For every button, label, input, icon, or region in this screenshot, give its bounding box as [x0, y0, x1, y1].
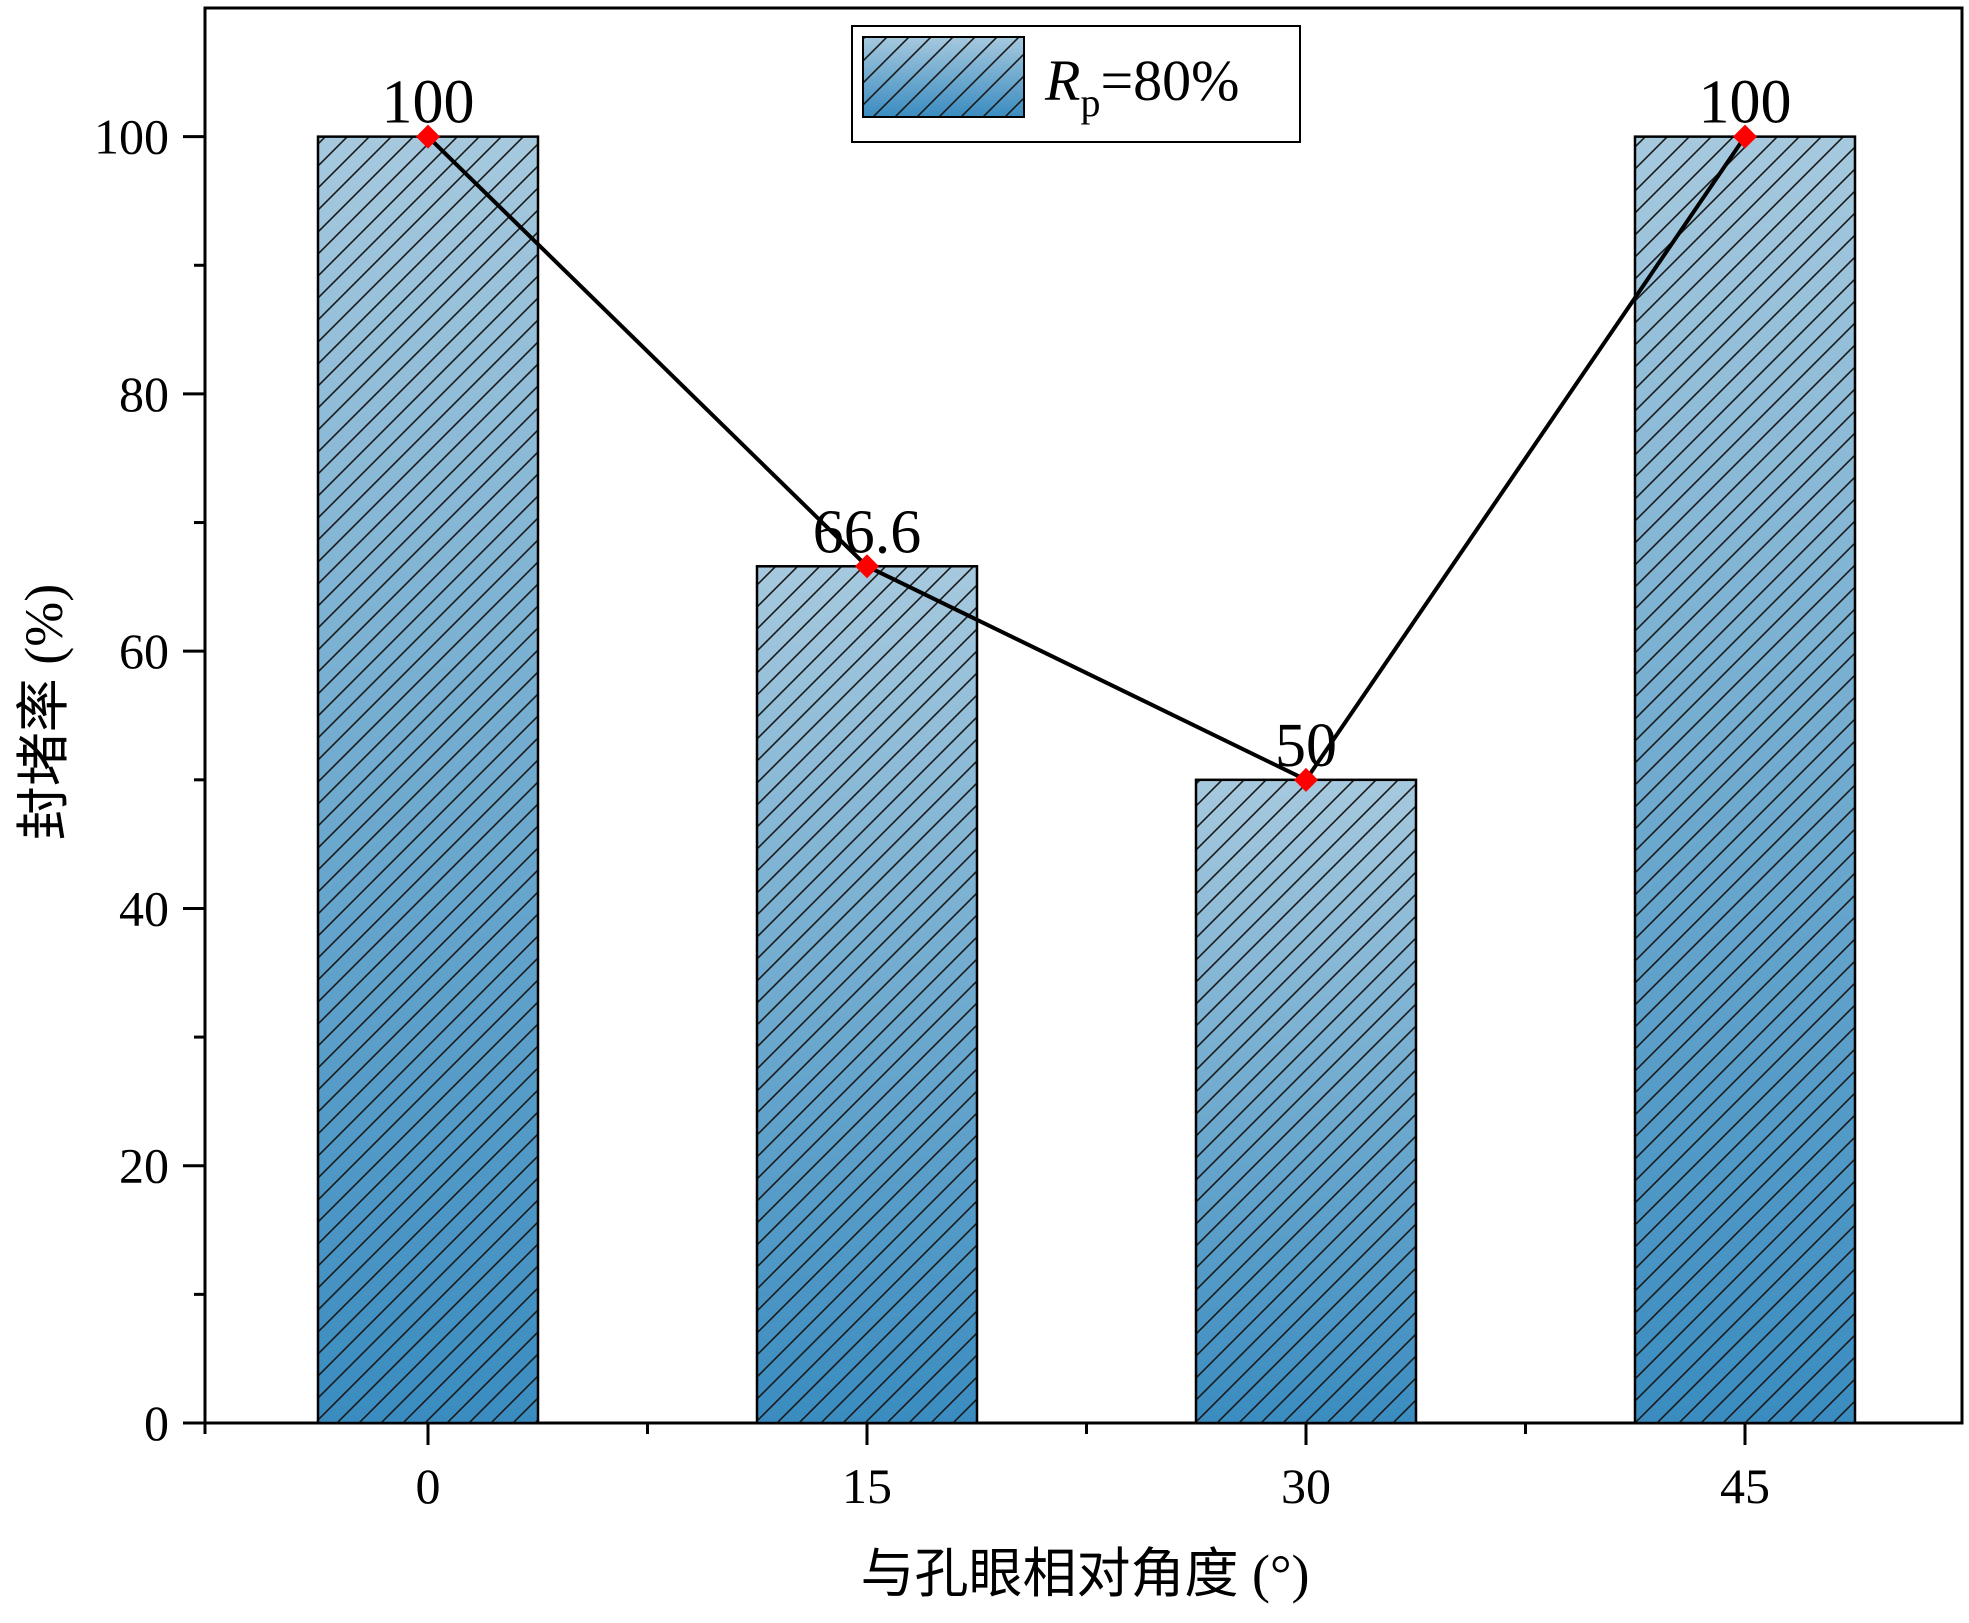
- y-tick-label: 60: [119, 623, 169, 679]
- bar-hatch-45: [1633, 135, 1857, 1425]
- y-axis-title: 封堵率 (%): [14, 584, 74, 840]
- plot-border: [203, 6, 1964, 1425]
- data-label-15: 66.6: [813, 498, 922, 566]
- plot-frame: [203, 6, 1964, 1425]
- trend-line: [426, 135, 1747, 783]
- y-axis-ticks: 0 20 40 60 80 100: [94, 109, 205, 1451]
- bars-group: [316, 135, 1857, 1425]
- legend-subscript: p: [1080, 80, 1100, 125]
- y-tick-label: 20: [119, 1138, 169, 1194]
- y-tick-label: 80: [119, 366, 169, 422]
- bar-hatch-0: [316, 135, 540, 1425]
- legend-label: Rp=80%: [1044, 48, 1239, 125]
- legend-suffix: =80%: [1100, 48, 1239, 113]
- legend: Rp=80%: [851, 25, 1301, 143]
- marker-15: [855, 554, 879, 579]
- y-tick-label: 0: [144, 1395, 169, 1451]
- legend-swatch-hatch: [862, 36, 1025, 118]
- data-label-30: 50: [1275, 712, 1337, 780]
- x-axis-ticks: 0 15 30 45: [203, 1423, 1770, 1514]
- marker-0: [416, 124, 440, 149]
- bar-hatch-30: [1194, 778, 1418, 1425]
- x-axis-title: 与孔眼相对角度 (°): [860, 1544, 1309, 1604]
- data-label-45: 100: [1699, 69, 1792, 137]
- y-tick-label: 100: [94, 109, 169, 165]
- trend-line-group: [416, 124, 1757, 792]
- legend-symbol: R: [1044, 48, 1080, 113]
- x-tick-label: 45: [1720, 1458, 1770, 1514]
- x-tick-label: 0: [416, 1458, 441, 1514]
- marker-45: [1733, 124, 1757, 149]
- bar-hatch-15: [755, 565, 979, 1425]
- x-tick-label: 15: [842, 1458, 892, 1514]
- y-tick-label: 40: [119, 880, 169, 936]
- marker-30: [1294, 767, 1318, 792]
- data-label-0: 100: [382, 69, 475, 137]
- data-labels-group: 100 66.6 50 100: [382, 69, 1792, 780]
- x-tick-label: 30: [1281, 1458, 1331, 1514]
